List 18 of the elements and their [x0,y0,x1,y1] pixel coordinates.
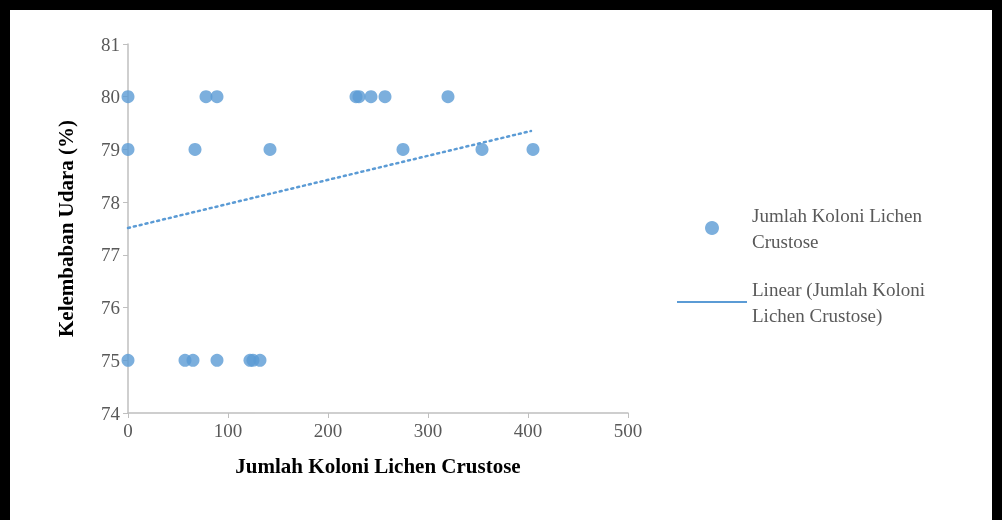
legend-label: Linear (Jumlah Koloni Lichen Crustose) [752,278,930,327]
y-tick-label: 80 [101,86,120,108]
x-tick-label: 500 [613,420,643,441]
y-tick-label: 78 [101,191,120,213]
y-axis-title: Kelembaban Udara (%) [53,120,78,337]
x-tick-label: 200 [313,420,343,441]
y-tick-label: 77 [101,244,120,266]
x-axis-title: Jumlah Koloni Lichen Crustose [235,453,521,478]
y-tick-label: 75 [101,349,120,371]
x-tick-label: 300 [413,420,443,441]
y-tick-label: 79 [101,138,120,160]
y-tick-label: 76 [101,297,120,319]
y-tick-label: 81 [101,33,120,55]
x-tick-label: 0 [123,420,133,441]
legend-label: Jumlah Koloni Lichen Crustose [752,204,927,252]
x-tick-label: 400 [513,420,543,441]
y-tick-label: 74 [101,402,121,424]
x-tick-label: 100 [213,420,243,441]
